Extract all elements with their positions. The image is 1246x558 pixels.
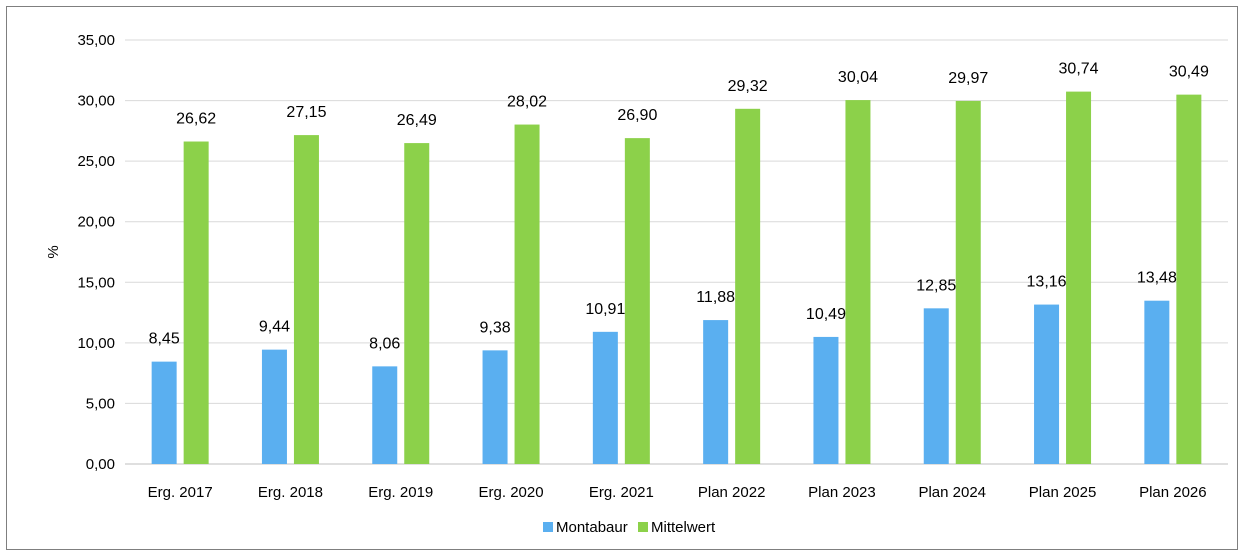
data-label: 13,48 <box>1137 270 1177 287</box>
data-label: 30,74 <box>1059 61 1099 78</box>
x-tick-label: Plan 2024 <box>918 484 986 501</box>
x-tick-label: Erg. 2018 <box>258 484 323 501</box>
data-label: 11,88 <box>696 289 735 306</box>
data-label: 10,91 <box>585 301 625 318</box>
data-label: 30,49 <box>1169 64 1209 81</box>
data-label: 8,06 <box>369 335 400 352</box>
y-tick-label: 5,00 <box>86 395 115 412</box>
bar-montabaur <box>592 331 618 464</box>
x-tick-label: Plan 2026 <box>1139 484 1207 501</box>
y-tick-label: 20,00 <box>77 214 115 231</box>
y-tick-label: 0,00 <box>86 456 115 473</box>
bar-mittelwert <box>845 100 871 465</box>
bar-mittelwert <box>1066 91 1092 464</box>
data-label: 30,04 <box>838 69 878 86</box>
y-tick-label: 30,00 <box>77 93 115 110</box>
bar-montabaur <box>482 350 508 464</box>
bar-mittelwert <box>293 135 319 464</box>
data-label: 10,49 <box>806 306 846 323</box>
bar-montabaur <box>1034 304 1060 464</box>
data-label: 12,85 <box>916 277 956 294</box>
x-tick-label: Plan 2023 <box>808 484 876 501</box>
bar-mittelwert <box>404 143 430 464</box>
x-tick-label: Erg. 2020 <box>479 484 544 501</box>
legend-swatch <box>638 522 648 532</box>
bar-mittelwert <box>735 108 761 464</box>
y-axis-label: % <box>45 245 62 258</box>
data-label: 27,15 <box>286 104 326 121</box>
legend-label: Mittelwert <box>651 519 716 536</box>
bar-montabaur <box>151 361 177 464</box>
data-label: 29,97 <box>948 70 988 87</box>
y-tick-label: 10,00 <box>77 335 115 352</box>
y-tick-label: 15,00 <box>77 274 115 291</box>
bar-montabaur <box>372 366 398 464</box>
data-label: 26,49 <box>397 112 437 129</box>
data-label: 13,16 <box>1027 274 1067 291</box>
bar-montabaur <box>261 349 287 464</box>
bar-mittelwert <box>955 100 981 464</box>
x-tick-label: Plan 2022 <box>698 484 766 501</box>
data-label: 26,62 <box>176 111 216 128</box>
bar-mittelwert <box>624 138 650 464</box>
bar-montabaur <box>813 336 839 464</box>
data-label: 8,45 <box>149 331 180 348</box>
bar-montabaur <box>1144 300 1170 464</box>
legend-label: Montabaur <box>556 519 628 536</box>
y-tick-label: 35,00 <box>77 32 115 49</box>
data-label: 28,02 <box>507 94 547 111</box>
data-label: 9,38 <box>479 319 510 336</box>
data-label: 9,44 <box>259 319 290 336</box>
bar-montabaur <box>923 308 949 464</box>
bar-mittelwert <box>183 141 209 465</box>
x-tick-label: Erg. 2019 <box>368 484 433 501</box>
x-tick-label: Erg. 2021 <box>589 484 654 501</box>
bar-montabaur <box>703 320 729 464</box>
chart-frame <box>6 6 1238 550</box>
data-label: 26,90 <box>617 107 657 124</box>
data-label: 29,32 <box>728 78 768 95</box>
y-tick-label: 25,00 <box>77 153 115 170</box>
bar-mittelwert <box>1176 94 1202 464</box>
bar-mittelwert <box>514 124 540 465</box>
x-tick-label: Erg. 2017 <box>148 484 213 501</box>
legend-swatch <box>543 522 553 532</box>
x-tick-label: Plan 2025 <box>1029 484 1097 501</box>
